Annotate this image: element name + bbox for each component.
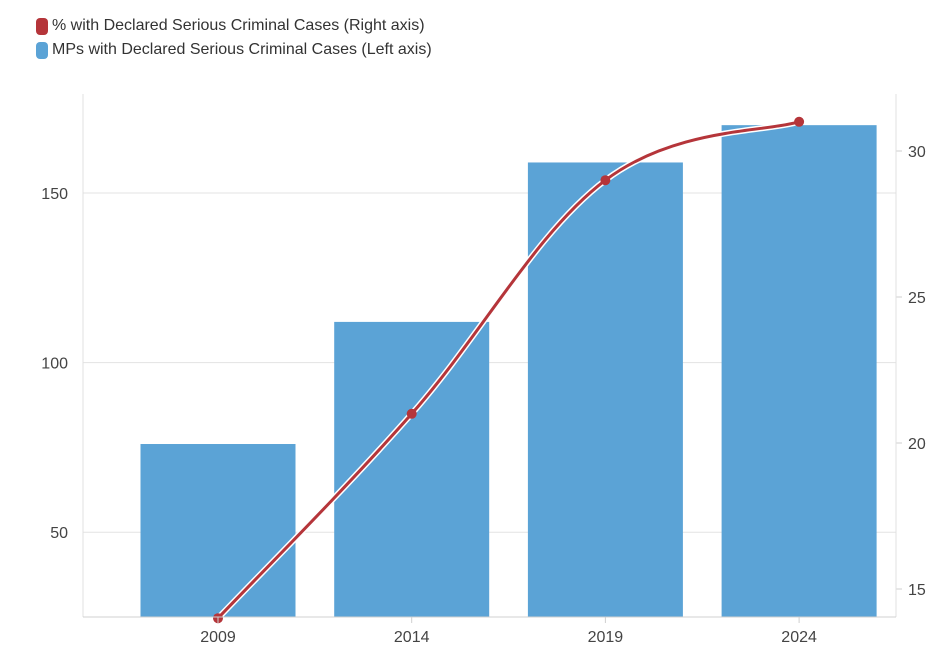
left-axis-tick-label: 100 xyxy=(41,356,68,373)
line-point-2024[interactable] xyxy=(794,116,805,127)
legend-label-line: % with Declared Serious Criminal Cases (… xyxy=(52,17,425,34)
legend-swatch-bar xyxy=(36,41,48,59)
chart-legend: % with Declared Serious Criminal Cases (… xyxy=(36,14,432,62)
legend-item-line[interactable]: % with Declared Serious Criminal Cases (… xyxy=(36,14,432,38)
right-axis-tick-label: 25 xyxy=(908,290,926,307)
bar-2019[interactable] xyxy=(527,162,683,618)
left-axis-tick-label: 150 xyxy=(41,186,68,203)
line-series-halo xyxy=(215,118,803,622)
line-point-2014[interactable] xyxy=(406,408,417,419)
x-axis-tick-label: 2024 xyxy=(781,629,817,646)
right-axis-tick-label: 20 xyxy=(908,436,926,453)
bar-2024[interactable] xyxy=(721,125,877,617)
legend-item-bar[interactable]: MPs with Declared Serious Criminal Cases… xyxy=(36,38,432,62)
bar-2009[interactable] xyxy=(140,444,296,617)
legend-swatch-line xyxy=(36,17,48,35)
left-axis-tick-label: 50 xyxy=(50,525,68,542)
legend-label-bar: MPs with Declared Serious Criminal Cases… xyxy=(52,41,432,58)
x-axis-tick-label: 2009 xyxy=(200,629,236,646)
x-axis-tick-label: 2014 xyxy=(394,629,430,646)
line-series-path[interactable] xyxy=(216,120,801,620)
line-point-2019[interactable] xyxy=(600,175,611,186)
right-axis-tick-label: 30 xyxy=(908,144,926,161)
right-axis-tick-label: 15 xyxy=(908,582,926,599)
x-axis-tick-label: 2019 xyxy=(588,629,624,646)
